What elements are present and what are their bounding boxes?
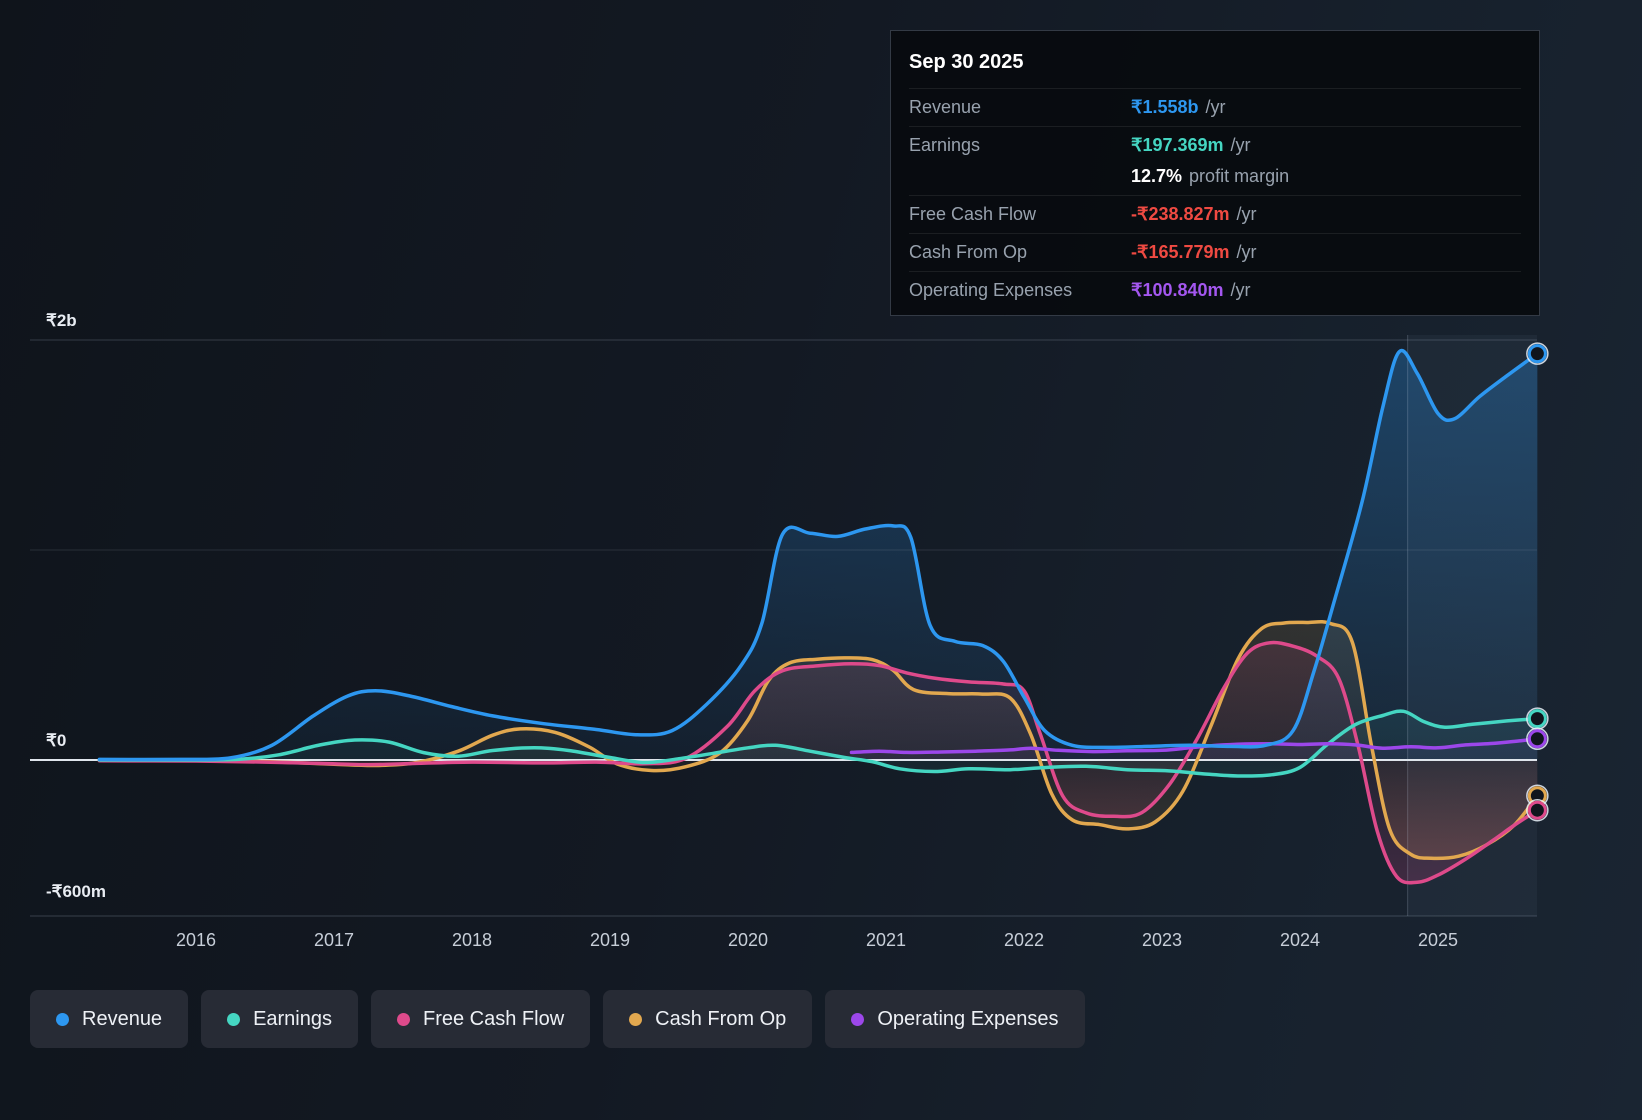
legend-label: Revenue [82,1007,163,1030]
tooltip-label: Cash From Op [909,242,1028,262]
revenue-endpoint-ring [1526,342,1549,365]
x-axis-label: 2023 [1142,930,1182,950]
x-axis-label: 2022 [1004,930,1044,950]
x-axis-label: 2019 [590,930,630,950]
y-axis-label: ₹0 [46,731,66,750]
legend-item-earnings[interactable]: Earnings [201,990,358,1048]
operating-expenses-dot [851,1012,865,1026]
tooltip-value: ₹1.558b [1131,97,1199,117]
y-axis-label: ₹2b [46,311,77,330]
tooltip-row-cash-from-op: Cash From Op -₹165.779m /yr [909,233,1521,271]
tooltip-row-revenue: Revenue ₹1.558b /yr [909,88,1521,126]
revenue-dot [56,1012,69,1026]
x-axis-label: 2016 [176,930,216,950]
legend-item-operating-expenses[interactable]: Operating Expenses [825,990,1085,1048]
tooltip-label: Free Cash Flow [909,204,1037,224]
tooltip-value: 12.7% [1131,166,1183,186]
legend-item-free-cash-flow[interactable]: Free Cash Flow [371,990,591,1048]
tooltip-suffix: /yr [1230,135,1251,155]
y-axis-label: -₹600m [46,882,106,901]
legend-label: Cash From Op [655,1007,787,1030]
tooltip-value: -₹238.827m [1131,204,1230,224]
tooltip-suffix: /yr [1236,242,1257,262]
tooltip-row-free-cash-flow: Free Cash Flow -₹238.827m /yr [909,195,1521,233]
revenue-line [97,348,1540,762]
earnings-endpoint-ring [1526,707,1549,730]
earnings-dot [227,1012,241,1026]
x-axis-label: 2017 [314,930,354,950]
revenue-area [99,350,1538,760]
tooltip-suffix: /yr [1230,280,1251,300]
tooltip-suffix: /yr [1205,97,1226,117]
legend-label: Free Cash Flow [423,1007,565,1030]
x-axis-label: 2024 [1280,930,1320,950]
operating-expenses-endpoint-ring [1526,727,1549,751]
legend-item-cash-from-op[interactable]: Cash From Op [603,990,813,1048]
free-cash-flow-dot [397,1012,410,1026]
chart-tooltip: Sep 30 2025 Revenue ₹1.558b /yr Earnings… [890,30,1540,316]
free-cash-flow-endpoint-marker [1527,800,1547,820]
cash-from-op-dot [629,1012,643,1026]
x-axis-label: 2021 [866,930,906,950]
tooltip-suffix: /yr [1236,204,1257,224]
free-cash-flow-endpoint-ring [1526,798,1549,822]
cash-from-op-line [97,619,1540,861]
operating-expenses-endpoint-marker [1527,729,1547,749]
tooltip-value: ₹100.840m [1131,280,1224,300]
earnings-line [97,709,1540,778]
legend-item-revenue[interactable]: Revenue [30,990,189,1048]
tooltip-value: ₹197.369m [1131,135,1224,155]
earnings-endpoint-marker [1527,709,1547,729]
x-axis-label: 2018 [452,930,492,950]
revenue-endpoint-marker [1527,344,1547,364]
tooltip-row-operating-expenses: Operating Expenses ₹100.840m /yr [909,271,1521,309]
legend-label: Operating Expenses [877,1007,1059,1030]
legend-label: Earnings [253,1007,332,1030]
tooltip-label: Revenue [909,97,982,117]
x-axis-label: 2025 [1418,930,1458,950]
tooltip-label: Operating Expenses [909,280,1073,300]
chart-legend: Revenue Earnings Free Cash Flow Cash From O… [30,990,1085,1048]
tooltip-date: Sep 30 2025 [909,51,1024,73]
x-axis-label: 2020 [728,930,768,950]
chart-canvas[interactable]: ₹2b ₹0 -₹600m 2016 2017 2018 2019 2020 2021 2022 2… [0,0,1642,975]
tooltip-row-earnings: Earnings ₹197.369m /yr [909,126,1521,164]
tooltip-value: -₹165.779m [1131,242,1230,262]
tooltip-row-profit-margin: 12.7% profit margin [909,164,1521,195]
tooltip-suffix: profit margin [1189,166,1290,186]
tooltip-label: Earnings [909,135,981,155]
